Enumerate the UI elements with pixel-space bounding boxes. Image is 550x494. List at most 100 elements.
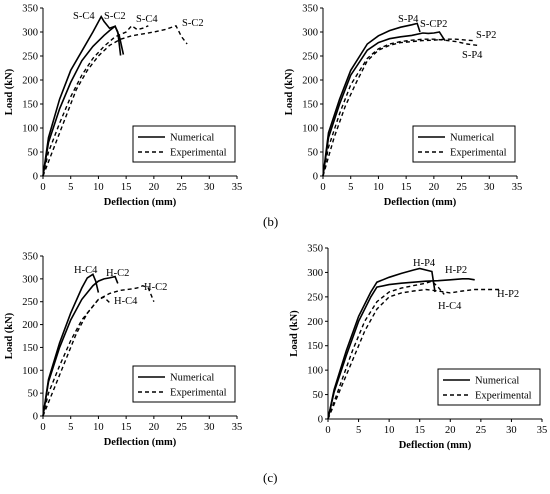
x-tick-label: 35	[537, 425, 548, 436]
curve-annotation: S-CP2	[420, 19, 447, 30]
y-tick-label: 100	[307, 366, 323, 377]
legend-numerical-label: Numerical	[475, 376, 519, 387]
experimental-curve-3	[42, 284, 155, 417]
legend-box	[412, 125, 516, 163]
legend-box	[437, 368, 541, 406]
y-tick-label: 300	[307, 268, 323, 279]
y-tick-label: 250	[302, 52, 318, 63]
x-tick-label: 5	[68, 422, 73, 433]
y-tick-label: 300	[302, 28, 318, 39]
y-tick-label: 250	[22, 52, 38, 63]
x-tick-label: 35	[232, 422, 243, 433]
x-tick-label: 10	[93, 422, 104, 433]
y-tick-label: 300	[22, 274, 38, 285]
curve-annotation: S-C2	[182, 18, 204, 29]
x-axis-title: Deflection (mm)	[399, 440, 472, 451]
y-tick-label: 200	[302, 76, 318, 87]
curve-annotation: H-C4	[114, 296, 138, 307]
chart-panel-h-p: 0 5 10 15 20 25 30 35 0 50 100 150 200 250 300 350 Defle…	[285, 238, 550, 463]
numerical-curve-1	[322, 31, 446, 177]
curve-annotation: H-P2	[497, 289, 519, 300]
numerical-curve-0	[322, 22, 421, 177]
x-tick-label: 15	[121, 422, 132, 433]
x-tick-label: 5	[348, 182, 353, 193]
experimental-curve-3	[322, 38, 473, 177]
x-tick-label: 0	[40, 422, 45, 433]
x-tick-label: 25	[456, 182, 467, 193]
curve-annotation: H-P4	[413, 258, 436, 269]
y-tick-label: 0	[33, 172, 38, 183]
legend-box	[132, 365, 236, 403]
curve-annotation: H-C2	[106, 268, 129, 279]
x-tick-label: 20	[149, 182, 160, 193]
x-tick-label: 20	[445, 425, 456, 436]
experimental-curve-2	[42, 296, 110, 417]
y-tick-label: 200	[307, 317, 323, 328]
x-tick-label: 20	[429, 182, 440, 193]
y-tick-label: 0	[313, 172, 318, 183]
legend-box	[132, 125, 236, 163]
y-tick-label: 200	[22, 76, 38, 87]
y-tick-label: 100	[22, 124, 38, 135]
curve-annotation: S-C4	[73, 11, 95, 22]
x-tick-label: 15	[414, 425, 425, 436]
experimental-curve-2	[322, 38, 479, 177]
chart-s-p: 0 5 10 15 20 25 30 35050100150200250300350Defle…	[284, 4, 523, 209]
x-tick-label: 15	[401, 182, 412, 193]
x-tick-label: 0	[40, 182, 45, 193]
y-tick-label: 300	[22, 28, 38, 39]
x-tick-label: 10	[373, 182, 384, 193]
x-axis-title: Deflection (mm)	[384, 197, 457, 208]
chart-panel-s-p: 0 5 10 15 20 25 30 35 0 50 100 150 200 250 300 350 Defle…	[280, 0, 540, 209]
chart-s-c: 0 5 10 15 20 25 30 35050100150200250300350Defle…	[4, 4, 242, 209]
curve-annotation: S-P4	[462, 50, 483, 61]
legend-experimental-label: Experimental	[170, 388, 227, 399]
y-axis-title: Load (kN)	[284, 68, 295, 115]
x-axis-title: Deflection (mm)	[104, 197, 177, 208]
y-tick-label: 150	[307, 341, 323, 352]
y-tick-label: 250	[22, 297, 38, 308]
x-tick-label: 20	[149, 422, 160, 433]
x-tick-label: 5	[68, 182, 73, 193]
y-tick-label: 200	[22, 320, 38, 331]
x-axis-title: Deflection (mm)	[104, 437, 177, 448]
x-tick-label: 0	[320, 182, 325, 193]
x-tick-label: 10	[384, 425, 395, 436]
y-tick-label: 350	[302, 4, 318, 15]
y-tick-label: 0	[318, 415, 323, 426]
y-tick-label: 150	[22, 100, 38, 111]
y-tick-label: 350	[22, 4, 38, 15]
x-tick-label: 5	[356, 425, 361, 436]
chart-panel-s-c: 0 5 10 15 20 25 30 35 0 50 100 150 200 250 300 350 Defle…	[0, 0, 260, 209]
curve-annotation: S-C2	[104, 11, 126, 22]
legend-experimental-label: Experimental	[450, 148, 507, 159]
numerical-curve-0	[327, 267, 436, 420]
numerical-curve-1	[42, 275, 119, 417]
y-axis-title: Load (kN)	[4, 68, 15, 115]
curve-annotation: H-C2	[144, 282, 167, 293]
x-tick-label: 35	[512, 182, 523, 193]
curve-annotation: S-P4	[398, 14, 419, 25]
legend-experimental-label: Experimental	[475, 391, 532, 402]
experimental-curve-3	[42, 24, 188, 177]
y-tick-label: 50	[308, 148, 319, 159]
experimental-curve-2	[327, 280, 445, 420]
chart-h-c: 0 5 10 15 20 25 30 35050100150200250300350Defle…	[4, 252, 243, 449]
y-tick-label: 150	[22, 343, 38, 354]
curve-annotation: H-C4	[438, 301, 462, 312]
x-tick-label: 30	[484, 182, 495, 193]
numerical-curve-1	[327, 277, 475, 420]
y-axis-title: Load (kN)	[4, 312, 15, 359]
y-tick-label: 50	[28, 389, 39, 400]
x-tick-label: 25	[176, 422, 187, 433]
curve-annotation: S-C4	[136, 14, 158, 25]
y-tick-label: 250	[307, 292, 323, 303]
caption-b: (b)	[263, 214, 279, 229]
x-tick-label: 30	[204, 182, 215, 193]
numerical-curve-0	[42, 273, 100, 417]
y-tick-label: 50	[28, 148, 39, 159]
y-tick-label: 100	[22, 366, 38, 377]
legend-numerical-label: Numerical	[450, 133, 494, 144]
curve-annotation: H-C4	[74, 265, 98, 276]
x-tick-label: 30	[204, 422, 215, 433]
